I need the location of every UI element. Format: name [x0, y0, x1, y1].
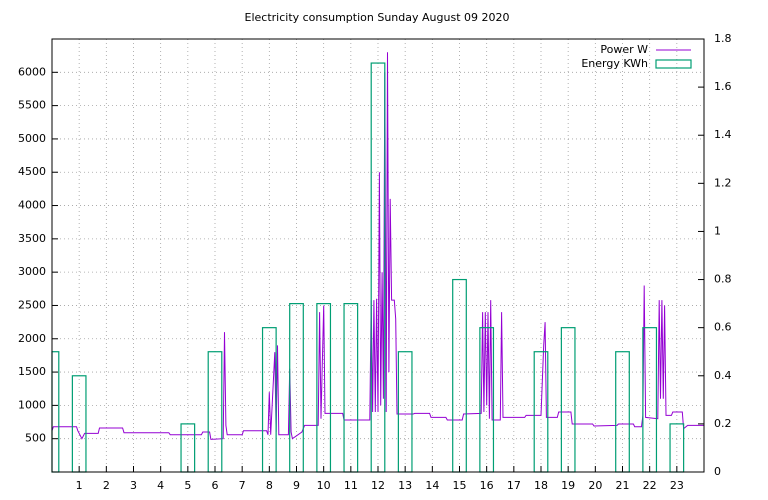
x-tick-label: 9 [293, 479, 300, 492]
x-tick-label: 14 [425, 479, 439, 492]
y-tick-label: 4500 [18, 165, 46, 178]
y-tick-label: 3000 [18, 265, 46, 278]
y-tick-label: 5500 [18, 99, 46, 112]
x-tick-label: 1 [76, 479, 83, 492]
energy-box [51, 351, 60, 473]
x-tick-label: 22 [643, 479, 657, 492]
x-tick-label: 10 [317, 479, 331, 492]
y2-tick-label: 1 [714, 224, 721, 237]
y-tick-label: 3500 [18, 232, 46, 245]
x-tick-label: 18 [534, 479, 548, 492]
y2-tick-label: 1.6 [714, 80, 732, 93]
y2-tick-label: 1.8 [714, 32, 732, 45]
chart-title: Electricity consumption Sunday August 09… [245, 11, 510, 24]
power-line [51, 52, 704, 440]
x-tick-label: 12 [371, 479, 385, 492]
plot-frame [51, 38, 705, 473]
y2-tick-label: 0 [714, 465, 721, 478]
x-tick-label: 4 [157, 479, 164, 492]
y2-tick-label: 0.4 [714, 369, 732, 382]
y-tick-label: 2000 [18, 332, 46, 345]
x-tick-label: 6 [212, 479, 219, 492]
y-tick-label: 6000 [18, 65, 46, 78]
y-tick-label: 500 [25, 432, 46, 445]
y2-tick-label: 1.2 [714, 176, 732, 189]
x-tick-label: 3 [130, 479, 137, 492]
y-tick-label: 2500 [18, 298, 46, 311]
y2-tick-label: 0.8 [714, 273, 732, 286]
x-tick-label: 8 [266, 479, 273, 492]
x-tick-label: 11 [344, 479, 358, 492]
y2-tick-label: 1.4 [714, 128, 732, 141]
x-tick-label: 16 [480, 479, 494, 492]
x-tick-label: 15 [453, 479, 467, 492]
y-tick-label: 4000 [18, 199, 46, 212]
y-tick-label: 1500 [18, 365, 46, 378]
x-tick-label: 17 [507, 479, 521, 492]
x-tick-label: 2 [103, 479, 110, 492]
legend-label: Power W [600, 43, 648, 56]
x-tick-label: 20 [588, 479, 602, 492]
x-tick-label: 21 [616, 479, 630, 492]
legend-label: Energy KWh [581, 57, 648, 70]
y-tick-label: 5000 [18, 132, 46, 145]
x-tick-label: 5 [184, 479, 191, 492]
x-tick-label: 23 [670, 479, 684, 492]
x-tick-label: 13 [398, 479, 412, 492]
y-tick-label: 1000 [18, 398, 46, 411]
x-tick-label: 7 [239, 479, 246, 492]
legend-swatch [655, 59, 692, 69]
y2-tick-label: 0.6 [714, 321, 732, 334]
y2-tick-label: 0.2 [714, 417, 732, 430]
x-tick-label: 19 [561, 479, 575, 492]
